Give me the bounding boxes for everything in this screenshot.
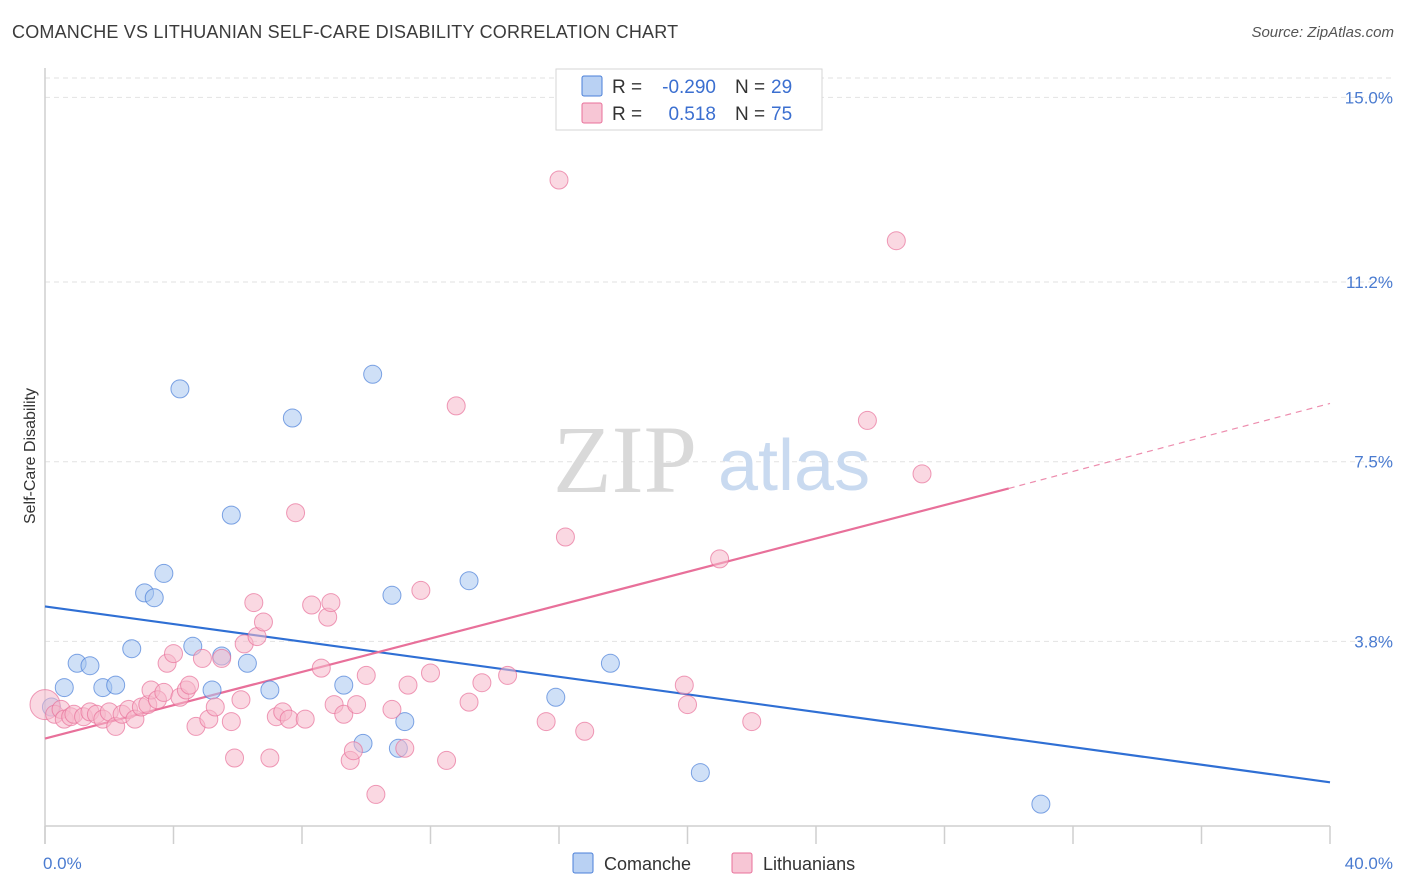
point-lithuanians [286,503,306,523]
point-lithuanians [575,721,595,741]
point-lithuanians [343,741,363,761]
point-comanche [154,563,174,583]
legend-n-label-lithuanians: N = [735,104,765,125]
legend-r-value-lithuanians: 0.518 [668,104,716,125]
point-comanche [546,687,566,707]
point-comanche [282,408,302,428]
point-lithuanians [459,692,479,712]
point-lithuanians [279,709,299,729]
bottom-legend-swatch-lithuanians [731,852,753,874]
point-lithuanians [742,712,762,732]
point-comanche [202,680,222,700]
point-lithuanians [411,580,431,600]
point-lithuanians [244,593,264,613]
point-lithuanians [472,673,492,693]
point-comanche [1031,794,1051,814]
y-tick-label: 11.2% [1346,273,1393,292]
point-lithuanians [549,170,569,190]
point-comanche [690,763,710,783]
bottom-legend-label-lithuanians: Lithuanians [763,854,855,874]
point-lithuanians [421,663,440,683]
point-comanche [395,712,415,732]
point-lithuanians [334,704,354,724]
point-lithuanians [231,690,251,710]
point-lithuanians [356,665,376,685]
legend-n-label-comanche: N = [735,77,765,98]
source-label: Source: ZipAtlas.com [1251,24,1394,41]
point-comanche [363,364,383,384]
legend-r-value-comanche: -0.290 [662,77,716,98]
legend-n-value-comanche: 29 [771,77,792,98]
y-tick-label: 7.5% [1354,453,1393,472]
point-lithuanians [221,712,241,732]
point-comanche [221,505,241,525]
point-comanche [170,379,190,399]
point-lithuanians [192,648,212,668]
point-lithuanians [710,549,730,569]
point-lithuanians [347,695,367,715]
data-points [29,170,1051,814]
point-lithuanians [446,396,466,416]
point-lithuanians [886,231,906,251]
point-lithuanians [260,748,280,768]
point-lithuanians [180,675,200,695]
point-lithuanians [382,699,402,719]
point-lithuanians [253,612,273,632]
point-lithuanians [311,658,331,678]
point-lithuanians [212,648,232,668]
point-comanche [600,653,620,673]
point-lithuanians [154,682,174,702]
point-lithuanians [857,410,877,430]
y-tick-label: 15.0% [1345,88,1393,107]
legend-r-label-lithuanians: R = [612,104,642,125]
legend-n-value-lithuanians: 75 [771,104,792,125]
point-lithuanians [395,738,415,758]
point-comanche [237,653,257,673]
point-lithuanians [536,712,556,732]
point-lithuanians [225,748,245,768]
point-lithuanians [912,464,932,484]
watermark-zip: ZIP [553,406,697,513]
y-tick-label: 3.8% [1354,632,1393,651]
watermark: ZIP atlas [553,406,870,513]
point-lithuanians [302,595,322,615]
point-lithuanians [398,675,418,695]
series-legend: Comanche Lithuanians [572,852,855,874]
point-comanche [144,588,164,608]
point-comanche [106,675,126,695]
point-comanche [80,656,100,676]
point-lithuanians [321,593,341,613]
bottom-legend-swatch-comanche [572,852,594,874]
legend-r-label-comanche: R = [612,77,642,98]
chart-title: COMANCHE VS LITHUANIAN SELF-CARE DISABIL… [12,22,679,42]
point-lithuanians [164,644,183,664]
watermark-atlas: atlas [718,426,870,506]
x-tick-label: 40.0% [1345,854,1393,873]
point-lithuanians [678,695,697,715]
point-comanche [459,571,479,591]
point-comanche [334,675,354,695]
correlation-legend: R = -0.290 N = 29 R = 0.518 N = 75 [555,68,823,131]
point-lithuanians [498,665,518,685]
y-axis-title: Self-Care Disability [22,388,39,524]
bottom-legend-label-comanche: Comanche [604,854,691,874]
trend-line-lithuanians-extension [1008,402,1331,490]
point-lithuanians [366,784,386,804]
legend-swatch-lithuanians [581,102,603,124]
point-lithuanians [555,527,575,547]
point-comanche [122,639,142,659]
point-lithuanians [205,697,225,717]
legend-swatch-comanche [581,75,603,97]
point-comanche [54,678,74,698]
point-lithuanians [295,709,315,729]
point-comanche [260,680,280,700]
point-comanche [382,585,402,605]
point-lithuanians [437,750,457,770]
x-tick-label: 0.0% [43,854,82,873]
trend-line-lithuanians [44,487,1010,740]
point-lithuanians [674,675,694,695]
tick-labels: 3.8% 7.5% 11.2% 15.0% 0.0% 40.0% [43,88,1393,873]
